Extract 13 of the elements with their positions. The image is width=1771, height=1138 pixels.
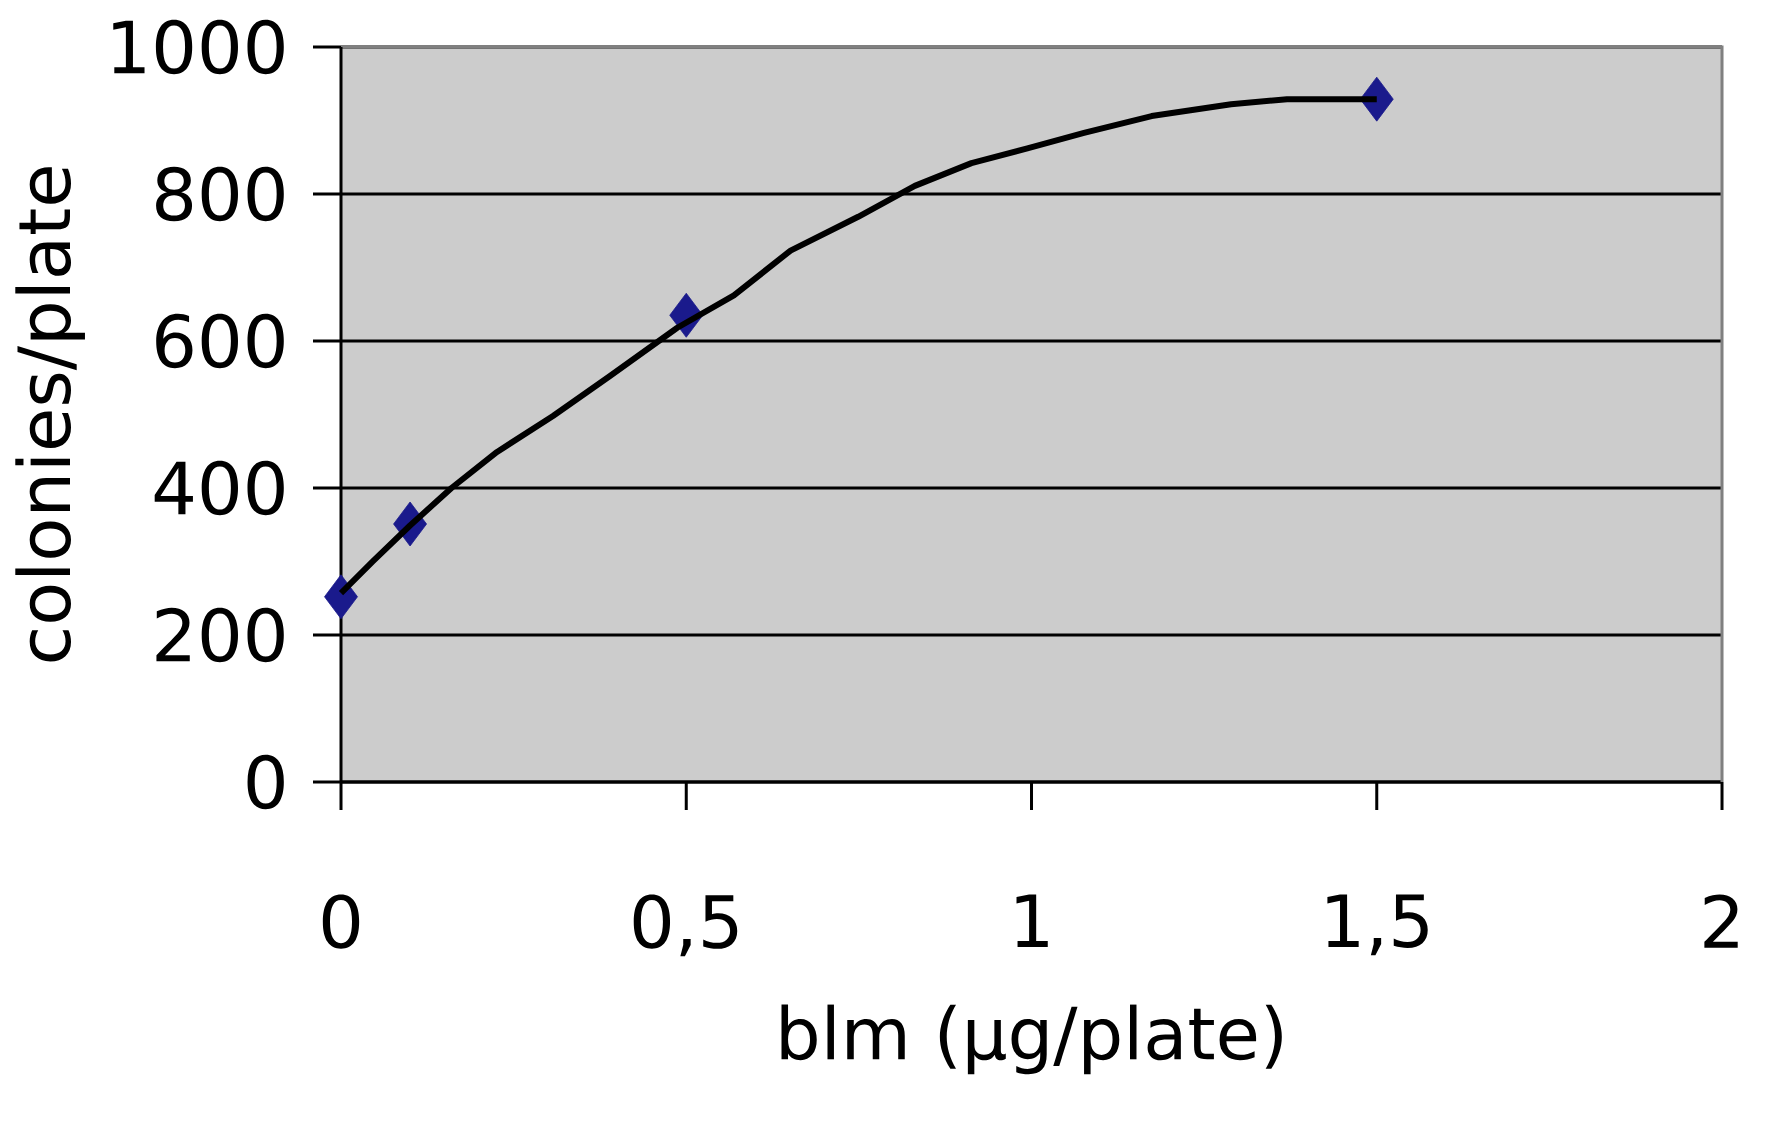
y-tick-label: 400 xyxy=(154,460,284,516)
x-tick-label: 2 xyxy=(1704,894,1738,948)
y-tick-label: 800 xyxy=(156,166,284,222)
y-axis-title: colonies/plate xyxy=(15,167,85,662)
x-tick-label: 1 xyxy=(1016,894,1048,947)
x-tick-label: 1,5 xyxy=(1327,894,1428,956)
y-tick-label: 1000 xyxy=(113,19,284,75)
y-tick-label: 200 xyxy=(156,607,284,663)
x-axis-title: blm (µg/plate) xyxy=(781,1004,1282,1075)
y-tick-label: 600 xyxy=(156,313,284,369)
y-tick-label: 0 xyxy=(247,754,284,810)
x-tick-label: 0 xyxy=(322,894,360,949)
x-tick-label: 0,5 xyxy=(633,894,738,957)
